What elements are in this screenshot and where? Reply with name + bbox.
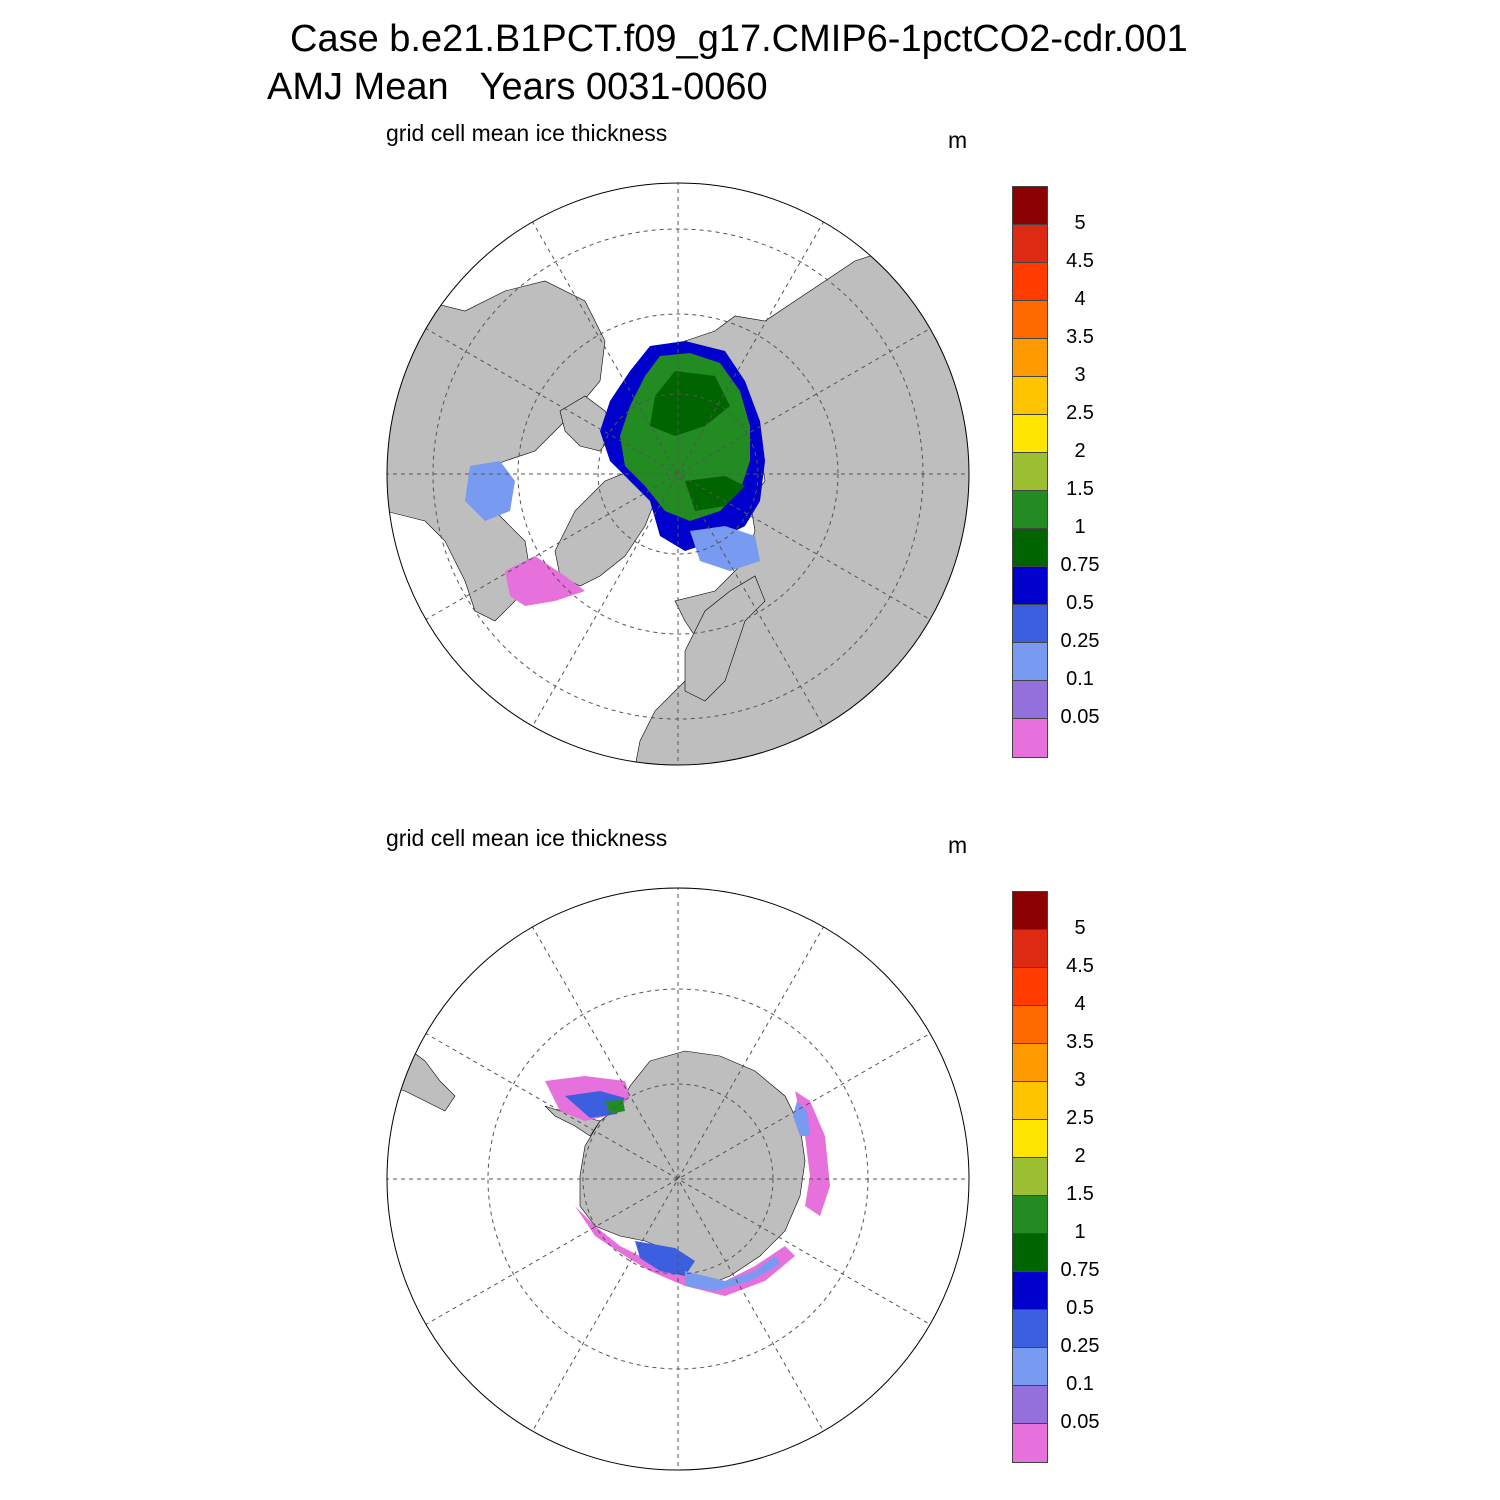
colorbar-tick-label: 2	[1074, 440, 1086, 462]
colorbar-tick-label: 2	[1074, 1145, 1086, 1167]
colorbar-tick-label: 3	[1074, 1069, 1086, 1091]
colorbar-swatch	[1013, 301, 1047, 339]
arctic-ice-darkgreen-2	[685, 476, 745, 511]
colorbar-tick-label: 1	[1074, 516, 1086, 538]
colorbar-swatch	[1013, 225, 1047, 263]
colorbar-swatch	[1013, 930, 1047, 968]
colorbar-swatch	[1013, 187, 1047, 225]
colorbar-swatch	[1013, 453, 1047, 491]
arctic-polar-map	[386, 182, 970, 766]
colorbar-tick-label: 0.5	[1066, 592, 1094, 614]
arctic-ice-barents	[690, 526, 760, 571]
colorbar-tick-label: 0.75	[1060, 1259, 1100, 1281]
colorbar-swatch	[1013, 1424, 1047, 1462]
colorbar-swatch	[1013, 491, 1047, 529]
colorbar-tick-label: 5	[1074, 212, 1086, 234]
colorbar-swatch	[1013, 263, 1047, 301]
colorbar-tick-label: 0.1	[1066, 1373, 1094, 1395]
colorbar-swatch	[1013, 968, 1047, 1006]
colorbar-swatch	[1013, 529, 1047, 567]
colorbar-tick-label: 2.5	[1066, 402, 1094, 424]
colorbar-swatch	[1013, 1196, 1047, 1234]
colorbar-tick-label: 0.1	[1066, 668, 1094, 690]
colorbar-tick-label: 3.5	[1066, 326, 1094, 348]
colorbar-swatch	[1013, 1120, 1047, 1158]
antarctic-colorbar	[1012, 891, 1048, 1463]
figure-title-line2: AMJ Mean Years 0031-0060	[267, 66, 768, 108]
colorbar-tick-label: 3	[1074, 364, 1086, 386]
colorbar-tick-label: 0.5	[1066, 1297, 1094, 1319]
figure-title-line1: Case b.e21.B1PCT.f09_g17.CMIP6-1pctCO2-c…	[290, 18, 1188, 60]
colorbar-swatch	[1013, 681, 1047, 719]
colorbar-tick-label: 4	[1074, 288, 1086, 310]
colorbar-swatch	[1013, 377, 1047, 415]
colorbar-swatch	[1013, 1006, 1047, 1044]
colorbar-swatch	[1013, 1386, 1047, 1424]
antarctic-polar-map	[386, 887, 970, 1471]
arctic-units-label: m	[948, 127, 968, 153]
colorbar-swatch	[1013, 1044, 1047, 1082]
colorbar-swatch	[1013, 1158, 1047, 1196]
antarctic-ice-east-lightblue	[793, 1101, 810, 1136]
antarctic-ice-ross-pink	[575, 1206, 795, 1296]
colorbar-swatch	[1013, 1348, 1047, 1386]
colorbar-tick-label: 4.5	[1066, 250, 1094, 272]
colorbar-swatch	[1013, 643, 1047, 681]
colorbar-tick-label: 0.25	[1060, 1335, 1100, 1357]
antarctic-ice-ross-blue	[635, 1241, 695, 1276]
colorbar-swatch	[1013, 1082, 1047, 1120]
antarctic-units-label: m	[948, 832, 968, 858]
arctic-ice-fringe-pink	[505, 556, 585, 606]
colorbar-tick-label: 1.5	[1066, 1183, 1094, 1205]
colorbar-swatch	[1013, 567, 1047, 605]
arctic-ice-hudson-light	[465, 461, 515, 521]
colorbar-tick-label: 1	[1074, 1221, 1086, 1243]
arctic-panel: grid cell mean ice thickness m	[0, 0, 1500, 766]
colorbar-tick-label: 0.75	[1060, 554, 1100, 576]
colorbar-swatch	[1013, 1272, 1047, 1310]
antarctic-subtitle: grid cell mean ice thickness	[386, 825, 668, 851]
colorbar-swatch	[1013, 1310, 1047, 1348]
colorbar-swatch	[1013, 1234, 1047, 1272]
arctic-colorbar	[1012, 186, 1048, 758]
arctic-subtitle: grid cell mean ice thickness	[386, 120, 668, 146]
scandinavia-landmass	[684, 575, 766, 702]
colorbar-swatch	[1013, 719, 1047, 757]
colorbar-tick-label: 0.05	[1060, 1411, 1100, 1433]
antarctic-panel: grid cell mean ice thickness m	[0, 705, 1500, 1471]
arctic-ice-darkgreen	[650, 371, 730, 436]
colorbar-swatch	[1013, 892, 1047, 930]
antarctic-ice-ross-lightblue	[685, 1256, 780, 1291]
colorbar-tick-label: 5	[1074, 917, 1086, 939]
colorbar-tick-label: 1.5	[1066, 478, 1094, 500]
colorbar-swatch	[1013, 415, 1047, 453]
colorbar-tick-label: 0.05	[1060, 706, 1100, 728]
colorbar-swatch	[1013, 605, 1047, 643]
colorbar-tick-label: 3.5	[1066, 1031, 1094, 1053]
colorbar-tick-label: 0.25	[1060, 630, 1100, 652]
colorbar-tick-label: 2.5	[1066, 1107, 1094, 1129]
colorbar-tick-label: 4	[1074, 993, 1086, 1015]
colorbar-swatch	[1013, 339, 1047, 377]
colorbar-tick-label: 4.5	[1066, 955, 1094, 977]
